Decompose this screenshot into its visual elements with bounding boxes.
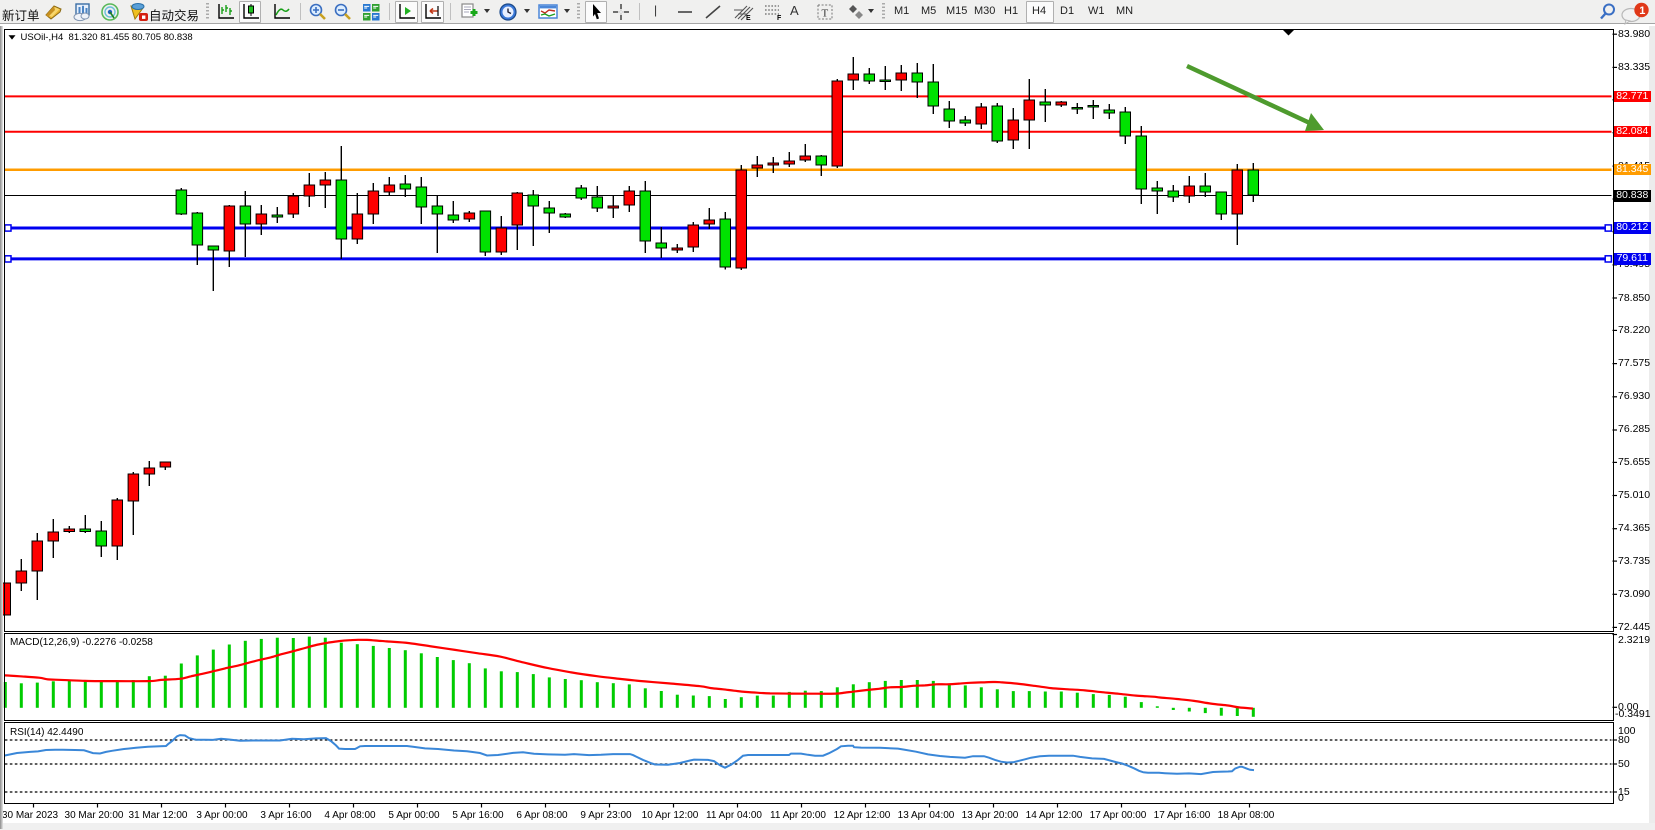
svg-text:T: T (822, 8, 829, 20)
svg-text:1: 1 (1639, 5, 1645, 17)
svg-text:F: F (777, 15, 782, 22)
svg-text:E: E (746, 15, 751, 22)
